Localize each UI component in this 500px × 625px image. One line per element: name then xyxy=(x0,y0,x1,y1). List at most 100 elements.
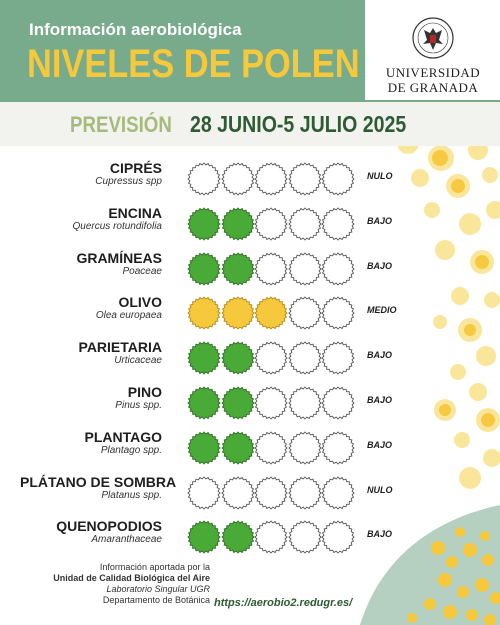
pollen-grain-icon xyxy=(287,431,322,465)
pollen-latin-name: Quercus rotundifolia xyxy=(72,220,163,232)
pollen-row: PLANTAGO Plantago spp. BAJO xyxy=(0,429,500,469)
pollen-grain-icon xyxy=(287,296,322,331)
header-subtitle: Información aerobiológica xyxy=(29,20,242,39)
pollen-grain-icon xyxy=(254,431,288,465)
pollen-row: QUENOPODIOS Amaranthaceae BAJO xyxy=(0,518,500,558)
pollen-name: QUENOPODIOS xyxy=(56,518,162,535)
pollen-row: CIPRÉS Cupressus spp NULO xyxy=(0,160,500,200)
pollen-name: GRAMÍNEAS xyxy=(76,249,162,266)
pollen-level-indicator xyxy=(187,207,357,241)
forecast-dates: 28 JUNIO-5 JULIO 2025 xyxy=(190,111,407,137)
pollen-row: PLÁTANO DE SOMBRA Platanus spp. NULO xyxy=(0,474,500,514)
pollen-level-indicator xyxy=(187,431,357,465)
pollen-grain-icon xyxy=(321,341,355,375)
pollen-grain-icon xyxy=(187,520,221,555)
pollen-grain-icon xyxy=(220,520,255,555)
pollen-grain-icon xyxy=(287,520,322,555)
pollen-level-indicator xyxy=(187,386,357,420)
footer-line-3: Laboratorio Singular UGR xyxy=(106,584,210,594)
pollen-latin-name: Plantago spp. xyxy=(100,444,162,456)
pollen-grain-icon xyxy=(321,162,355,196)
pollen-latin-name: Cupressus spp xyxy=(95,176,162,187)
pollen-grain-icon xyxy=(287,341,322,375)
pollen-row: ENCINA Quercus rotundifolia BAJO xyxy=(0,205,500,245)
pollen-grain-icon xyxy=(287,386,322,420)
pollen-names: ENCINA Quercus rotundifolia xyxy=(20,204,163,233)
pollen-latin-name: Amaranthaceae xyxy=(91,534,162,546)
pollen-level-indicator xyxy=(187,475,357,510)
pollen-grain-icon xyxy=(254,520,288,555)
pollen-names: GRAMÍNEAS Poaceae xyxy=(20,250,162,278)
pollen-grain-icon xyxy=(254,341,288,375)
university-logo: UNIVERSIDAD DE GRANADA xyxy=(378,16,488,98)
pollen-grain-icon xyxy=(254,162,288,196)
pollen-level-label: BAJO xyxy=(367,260,393,271)
pollen-level-label: MEDIO xyxy=(367,305,397,316)
pollen-row: OLIVO Olea europaea MEDIO xyxy=(0,294,500,334)
pollen-grain-icon xyxy=(321,296,355,331)
footer-line-4: Departamento de Botánica xyxy=(102,595,210,605)
forecast-band xyxy=(0,102,500,146)
pollen-level-label: BAJO xyxy=(367,439,393,450)
pollen-level-label: NULO xyxy=(367,484,393,495)
pollen-grain-icon xyxy=(220,162,255,196)
pollen-names: PINO Pinus spp. xyxy=(20,384,162,412)
pollen-name: PINO xyxy=(127,384,162,400)
pollen-grain-icon xyxy=(220,296,255,331)
pollen-level-indicator xyxy=(187,296,357,331)
pollen-grain-icon xyxy=(187,386,221,420)
pollen-level-indicator xyxy=(187,251,357,286)
pollen-grain-icon xyxy=(287,162,322,196)
pollen-grain-icon xyxy=(321,386,355,420)
pollen-grain-icon xyxy=(187,475,221,510)
pollen-grain-icon xyxy=(254,296,288,331)
footer-url-link[interactable]: https://aerobio2.redugr.es/ xyxy=(214,597,353,609)
header-divider xyxy=(0,100,500,102)
footer-line-1: Información aportada por la xyxy=(99,562,210,572)
pollen-row: GRAMÍNEAS Poaceae BAJO xyxy=(0,250,500,290)
logo-line-1: UNIVERSIDAD xyxy=(385,65,481,80)
pollen-level-indicator xyxy=(187,520,357,555)
pollen-grain-icon xyxy=(220,251,255,286)
pollen-names: QUENOPODIOS Amaranthaceae xyxy=(20,518,162,546)
pollen-latin-name: Poaceae xyxy=(122,265,162,277)
pollen-grain-icon xyxy=(321,251,355,286)
pollen-grain-icon xyxy=(220,341,255,375)
pollen-names: PLÁTANO DE SOMBRA Platanus spp. xyxy=(20,473,177,502)
pollen-name: PLANTAGO xyxy=(84,428,162,445)
university-seal-icon xyxy=(412,17,454,59)
forecast-label: PREVISIÓN xyxy=(70,112,172,137)
pollen-level-label: BAJO xyxy=(367,215,393,226)
pollen-names: PLANTAGO Plantago spp. xyxy=(20,429,162,457)
pollen-level-label: BAJO xyxy=(367,529,393,540)
pollen-latin-name: Olea europaea xyxy=(95,310,162,322)
pollen-grain-icon xyxy=(287,251,322,286)
pollen-latin-name: Urticaceae xyxy=(114,355,162,367)
pollen-grain-icon xyxy=(254,251,288,286)
logo-line-2: DE GRANADA xyxy=(387,80,479,95)
pollen-latin-name: Platanus spp. xyxy=(101,489,162,501)
pollen-grain-icon xyxy=(187,251,221,286)
pollen-row: PARIETARIA Urticaceae BAJO xyxy=(0,339,500,379)
pollen-grain-icon xyxy=(187,341,221,375)
pollen-grain-icon xyxy=(220,207,255,241)
pollen-level-label: BAJO xyxy=(367,350,393,361)
pollen-names: OLIVO Olea europaea xyxy=(20,294,162,322)
pollen-name: ENCINA xyxy=(108,204,162,221)
pollen-latin-name: Pinus spp. xyxy=(115,400,162,411)
pollen-grain-icon xyxy=(254,475,288,510)
pollen-name: OLIVO xyxy=(118,294,162,311)
header-banner: Información aerobiológica NIVELES DE POL… xyxy=(0,0,365,100)
pollen-grain-icon xyxy=(187,162,221,196)
pollen-grain-icon xyxy=(321,520,355,555)
pollen-name: PLÁTANO DE SOMBRA xyxy=(20,473,177,490)
pollen-grain-icon xyxy=(321,207,355,241)
footer-credits: Información aportada por la Unidad de Ca… xyxy=(30,562,210,606)
pollen-grain-icon xyxy=(220,386,255,420)
pollen-level-indicator xyxy=(187,162,357,196)
pollen-grain-icon xyxy=(287,475,322,510)
pollen-name: PARIETARIA xyxy=(78,339,162,356)
pollen-name: CIPRÉS xyxy=(109,160,162,176)
pollen-grain-icon xyxy=(187,207,221,241)
pollen-grain-icon xyxy=(321,475,355,510)
